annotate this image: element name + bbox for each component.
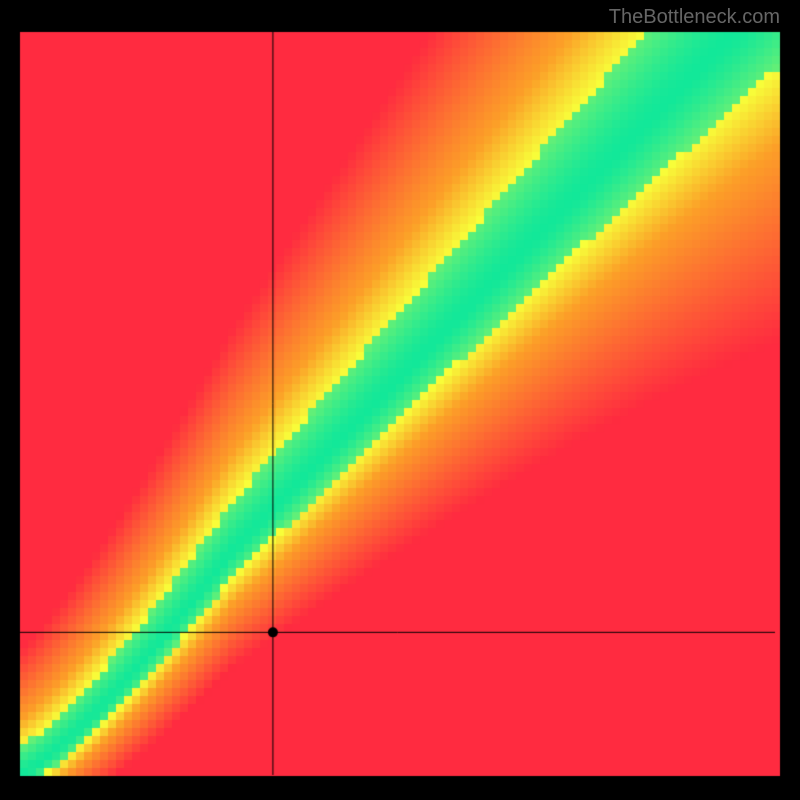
- chart-container: TheBottleneck.com: [0, 0, 800, 800]
- heatmap-canvas: [0, 0, 800, 800]
- watermark-text: TheBottleneck.com: [609, 6, 780, 29]
